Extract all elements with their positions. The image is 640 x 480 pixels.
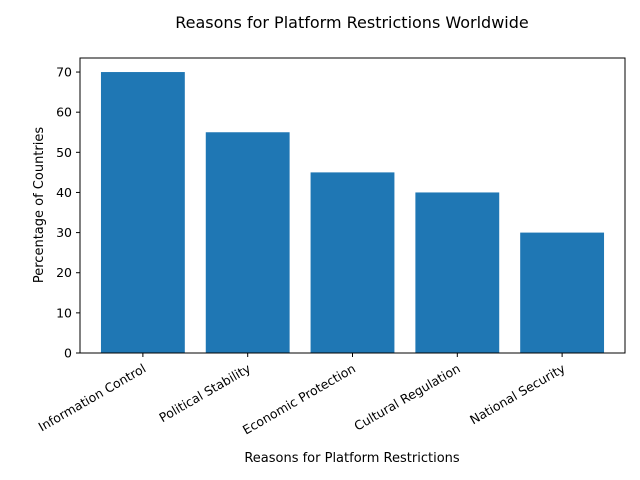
y-tick-label: 40 — [56, 185, 72, 200]
y-tick-label: 10 — [56, 305, 72, 320]
bars-group — [100, 72, 605, 354]
y-tick-label: 30 — [56, 225, 72, 240]
bar — [415, 192, 500, 353]
y-tick-label: 70 — [56, 65, 72, 80]
x-axis-label: Reasons for Platform Restrictions — [244, 451, 460, 466]
y-tick-label: 50 — [56, 145, 72, 160]
y-tick-label: 20 — [56, 265, 72, 280]
bar — [205, 132, 290, 353]
plot-frame — [79, 57, 626, 354]
chart-title: Reasons for Platform Restrictions Worldw… — [175, 13, 529, 32]
bar — [310, 172, 395, 353]
y-tick-label: 0 — [64, 346, 72, 361]
bar — [520, 232, 605, 353]
bar — [100, 72, 185, 354]
y-tick-label: 60 — [56, 105, 72, 120]
y-axis-label: Percentage of Countries — [32, 127, 47, 283]
y-axis-ticks: 0 10 20 30 40 50 60 70 — [56, 65, 80, 361]
